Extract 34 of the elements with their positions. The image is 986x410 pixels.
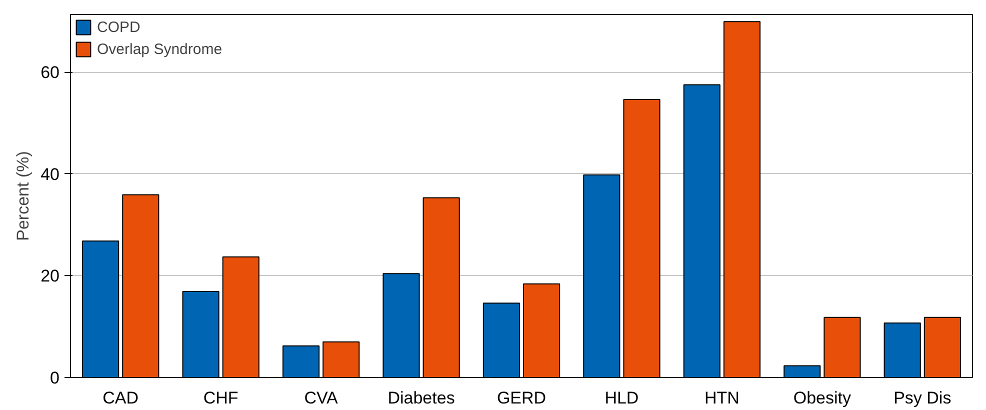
bar (683, 84, 720, 378)
bar (784, 365, 821, 378)
bar (382, 273, 420, 378)
x-tick-label: Psy Dis (894, 388, 952, 408)
bar (482, 302, 520, 378)
x-tick-label: CHF (203, 388, 238, 408)
bar (583, 174, 620, 378)
x-tick-label: GERD (496, 388, 546, 408)
bar (422, 197, 460, 378)
x-tick-label: CVA (304, 388, 339, 408)
x-tick-label: CAD (102, 388, 139, 408)
bar (723, 21, 761, 378)
y-axis-title: Percent (%) (14, 151, 33, 241)
bar (122, 194, 160, 378)
x-tick-label: HTN (704, 388, 740, 408)
bar (182, 290, 220, 378)
y-tick-label: 40 (40, 164, 60, 184)
bar (282, 345, 320, 378)
legend-label: COPD (97, 18, 140, 36)
legend-label: Overlap Syndrome (97, 40, 222, 58)
bar (824, 316, 861, 378)
bar (523, 283, 560, 378)
x-tick-label: Obesity (793, 388, 852, 408)
y-tick-label: 20 (40, 266, 60, 286)
bar (222, 256, 260, 378)
x-tick-label: Diabetes (388, 388, 455, 408)
bar (623, 99, 660, 378)
bar (924, 316, 961, 378)
y-tick-label: 60 (40, 63, 60, 82)
bar (884, 322, 921, 378)
bar (82, 240, 120, 378)
y-tick-label: 0 (50, 368, 60, 388)
x-tick-label: HLD (604, 388, 639, 408)
bar (322, 341, 360, 378)
